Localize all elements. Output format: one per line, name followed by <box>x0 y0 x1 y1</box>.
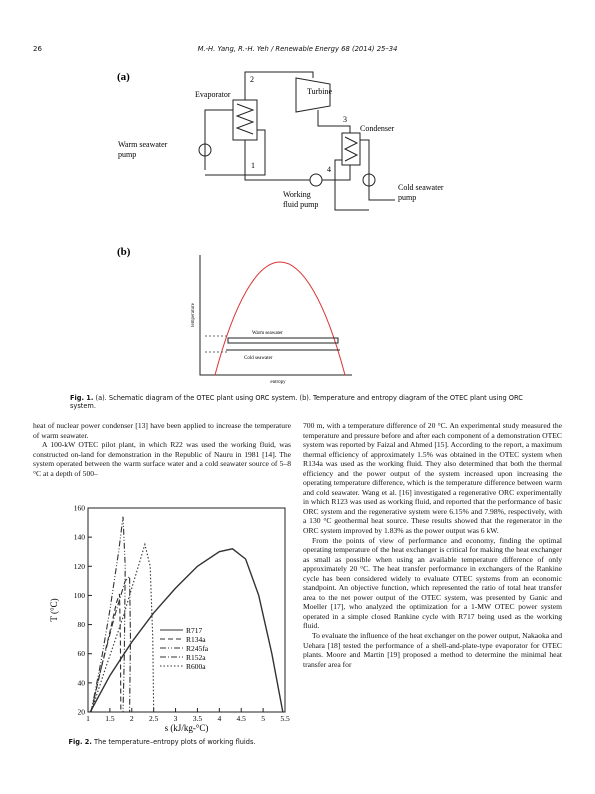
legend-label: R717 <box>186 626 203 635</box>
caption: Fig. 2. The temperature–entropy plots of… <box>33 738 291 746</box>
running-head: M.-H. Yang, R.-H. Yeh / Renewable Energy… <box>197 45 398 53</box>
series-line <box>89 548 284 713</box>
x-tick-label: 2.5 <box>149 714 159 723</box>
state-label: 2 <box>250 75 254 84</box>
y-tick-label: 60 <box>78 649 86 658</box>
x-axis-label: s (kJ/kg-°C) <box>165 723 209 733</box>
x-tick-label: 3.5 <box>193 714 203 723</box>
x-tick-label: 4.5 <box>237 714 247 723</box>
panel-label: (a) <box>117 71 130 83</box>
caption: Fig. 1. (a). Schematic diagram of the OT… <box>70 394 540 410</box>
y-tick-label: 40 <box>78 678 86 687</box>
x-tick-label: 2 <box>130 714 134 723</box>
y-tick-label: 120 <box>74 562 86 571</box>
pump-label: Working <box>283 190 311 199</box>
pump-label: fluid pump <box>283 200 318 209</box>
ts-diagram <box>199 255 352 376</box>
axis-label: entropy <box>270 380 286 385</box>
state-label: 4 <box>327 165 331 174</box>
left-column: heat of nuclear power condenser [13] hav… <box>33 421 291 478</box>
y-tick-label: 20 <box>78 708 86 717</box>
caption-label: Fig. 2. <box>68 738 92 746</box>
pump-label: pump <box>398 193 416 202</box>
series-line <box>90 542 155 713</box>
paragraph: From the points of view of performance a… <box>303 535 562 631</box>
pump-label: pump <box>118 150 136 159</box>
series-line <box>90 575 132 713</box>
caption-text: The temperature–entropy plots of working… <box>94 738 256 746</box>
x-tick-label: 5.5 <box>280 714 290 723</box>
evaporator-label: Evaporator <box>195 90 231 99</box>
y-axis-label: T (°C) <box>49 598 59 621</box>
x-tick-label: 3 <box>174 714 178 723</box>
axis-label: temperature <box>191 302 196 327</box>
plot-frame <box>87 507 286 713</box>
stream-label: Warm seawater <box>252 331 283 336</box>
caption-text: (a). Schematic diagram of the OTEC plant… <box>70 394 523 410</box>
figure-2: 1 1.5 2 2.5 3 3.5 4 4.5 5 5.5 20 40 60 80 100 120 140 160… <box>49 504 290 734</box>
right-column: 700 m, with a temperature difference of … <box>303 421 562 669</box>
paragraph: 700 m, with a temperature difference of … <box>303 421 562 536</box>
paragraph: heat of nuclear power condenser [13] hav… <box>33 421 291 440</box>
stream-label: Cold seawater <box>244 356 273 361</box>
legend-label: R245fa <box>186 644 209 653</box>
x-tick-label: 5 <box>261 714 265 723</box>
pump-label: Cold seawater <box>398 183 444 192</box>
panel-label: (b) <box>117 246 131 258</box>
pump-label: Warm seawater <box>118 140 168 149</box>
x-tick-label: 1 <box>86 714 90 723</box>
y-tick-label: 160 <box>74 504 86 513</box>
y-tick-label: 140 <box>74 533 86 542</box>
legend-label: R152a <box>186 653 206 662</box>
series-line <box>90 516 126 713</box>
state-label: 1 <box>251 161 255 170</box>
turbine-label: Turbine <box>307 87 332 96</box>
paragraph: A 100-kW OTEC pilot plant, in which R22 … <box>33 440 291 478</box>
x-tick-label: 4 <box>217 714 221 723</box>
legend-label: R134a <box>186 635 206 644</box>
figure-1: (a) Evaporator Turbine Condenser Warm se… <box>117 71 444 385</box>
state-label: 3 <box>343 115 347 124</box>
y-tick-label: 80 <box>78 620 86 629</box>
page-number: 26 <box>33 45 42 53</box>
y-tick-label: 100 <box>74 591 86 600</box>
schematic <box>198 71 395 211</box>
legend-label: R600a <box>186 662 206 671</box>
paragraph: To evaluate the influence of the heat ex… <box>303 631 562 669</box>
condenser-label: Condenser <box>360 124 395 133</box>
x-tick-label: 1.5 <box>105 714 115 723</box>
caption-label: Fig. 1. <box>70 394 94 402</box>
